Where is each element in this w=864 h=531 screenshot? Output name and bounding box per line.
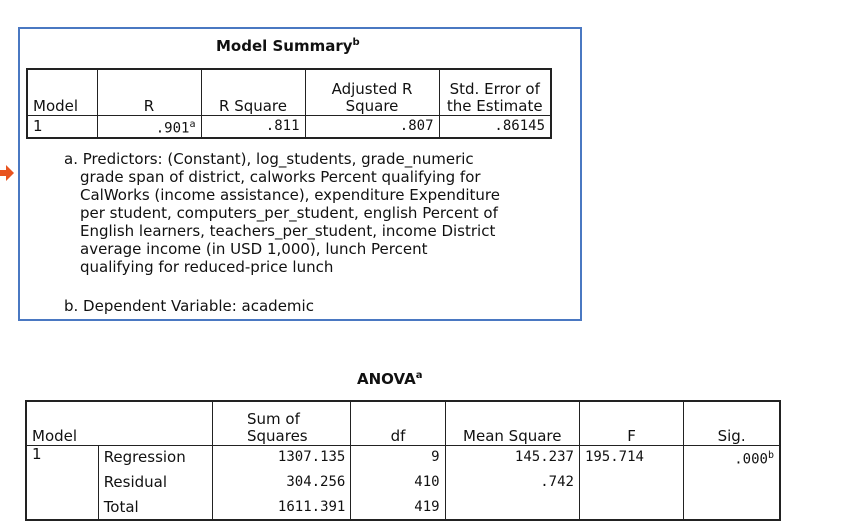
table-row: 1 Regression 1307.135 9 145.237 195.714 …	[25, 444, 781, 521]
cell-sig	[683, 495, 781, 521]
cell-ss: 1307.135	[211, 444, 352, 470]
anova-table: Model Sum of Squares df Mean Square F Si…	[25, 400, 781, 521]
cell-df: 9	[350, 444, 446, 470]
cell-std-error: .86145	[438, 114, 552, 139]
cell-model: 1	[25, 444, 99, 521]
cell-ms: 145.237	[444, 444, 580, 470]
cell-ms: .742	[444, 470, 580, 495]
footnote-dependent-variable: b. Dependent Variable: academic	[64, 297, 314, 315]
header-df: df	[350, 400, 446, 446]
cell-ss: 1611.391	[211, 495, 352, 521]
cell-df: 419	[350, 495, 446, 521]
row-label: Residual	[97, 470, 213, 495]
cell-adjusted-r-square: .807	[304, 114, 440, 139]
header-sig: Sig.	[683, 400, 781, 446]
header-model: Model	[25, 400, 213, 446]
header-f: F	[578, 400, 685, 446]
cell-f: 195.714	[578, 444, 685, 470]
model-summary-title: Model Summaryb	[216, 37, 360, 55]
cell-f	[578, 495, 685, 521]
anova-title: ANOVAa	[357, 370, 423, 388]
cell-sig: .000b	[683, 444, 781, 470]
table-row: 1 .901a .811 .807 .86145	[26, 114, 552, 139]
cell-df: 410	[350, 470, 446, 495]
cell-ss: 304.256	[211, 470, 352, 495]
cell-r: .901a	[96, 114, 202, 139]
cell-ms	[444, 495, 580, 521]
header-mean-square: Mean Square	[444, 400, 580, 446]
row-label: Total	[97, 495, 213, 521]
table-row: Total 1611.391 419	[26, 495, 781, 521]
cell-f	[578, 470, 685, 495]
cell-model: 1	[26, 114, 98, 139]
row-label: Regression	[97, 444, 213, 470]
header-model: Model	[26, 68, 98, 116]
cell-r-square: .811	[200, 114, 306, 139]
header-sum-of-squares: Sum of Squares	[211, 400, 352, 446]
header-adjusted-r-square: Adjusted R Square	[304, 68, 440, 116]
footnote-predictors: a. Predictors: (Constant), log_students,…	[64, 150, 500, 276]
header-std-error: Std. Error of the Estimate	[438, 68, 552, 116]
model-summary-table: Model R R Square Adjusted R Square Std. …	[26, 68, 552, 140]
arrow-right-icon	[0, 165, 14, 181]
header-r-square: R Square	[200, 68, 306, 116]
table-row: Residual 304.256 410 .742	[26, 470, 781, 495]
cell-sig	[683, 470, 781, 495]
header-r: R	[96, 68, 202, 116]
